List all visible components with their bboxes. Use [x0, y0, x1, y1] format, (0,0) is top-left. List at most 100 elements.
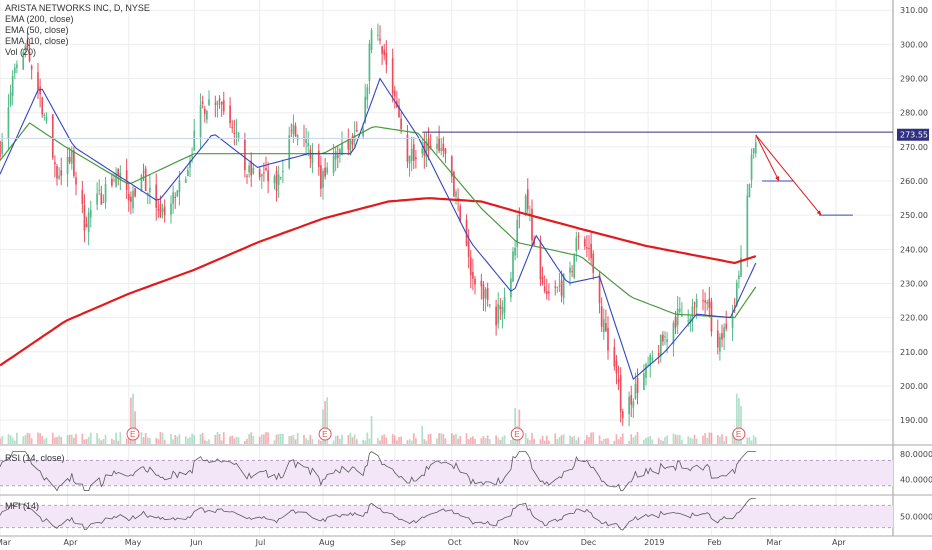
volume-bar	[746, 437, 749, 444]
candle-body	[201, 101, 204, 104]
candle-body	[752, 148, 755, 154]
candle-body	[178, 180, 181, 193]
candle-body	[288, 135, 291, 169]
volume-bar	[605, 438, 607, 444]
candle-body	[723, 327, 725, 338]
volume-bar	[339, 438, 341, 444]
volume-bar	[469, 437, 472, 444]
volume-bar	[66, 435, 69, 444]
volume-bar	[364, 440, 367, 444]
volume-bar	[657, 437, 660, 444]
volume-bar	[524, 432, 527, 444]
candle-body	[203, 108, 206, 114]
candle-body	[702, 300, 704, 302]
x-tick-label: Apr	[832, 538, 847, 547]
rsi-label[interactable]: RSI (14, close)	[5, 453, 65, 463]
candle-body	[83, 205, 86, 231]
candle-body	[400, 118, 402, 129]
candle-body	[170, 203, 172, 215]
volume-bar	[459, 435, 462, 444]
candle-body	[263, 172, 265, 174]
mfi-tick-label: 50.0000	[900, 513, 932, 522]
candle-body	[381, 46, 383, 54]
candle-body	[66, 156, 69, 174]
candle-body	[127, 193, 130, 201]
candle-body	[495, 306, 497, 326]
candle-body	[349, 140, 352, 156]
candle-body	[275, 170, 278, 192]
candle-body	[398, 105, 400, 118]
volume-bar	[130, 397, 132, 444]
volume-bar	[495, 435, 497, 444]
candle-body	[510, 278, 512, 298]
candle-body	[39, 86, 41, 95]
candle-body	[531, 208, 533, 241]
candle-body	[588, 247, 590, 250]
volume-bar	[704, 433, 706, 444]
mfi-label[interactable]: MFI (14)	[5, 501, 40, 511]
candle-body	[294, 125, 297, 137]
candle-body	[45, 116, 48, 122]
candle-body	[472, 271, 474, 279]
volume-bar	[54, 437, 56, 444]
volume-bar	[45, 437, 48, 444]
y-tick-label: 260.00	[900, 177, 928, 186]
volume-bar	[689, 437, 692, 444]
candles	[0, 23, 757, 427]
volume-bar	[294, 439, 297, 444]
volume-bar	[583, 440, 586, 444]
candle-body	[96, 193, 98, 205]
candle-body	[480, 280, 483, 287]
volume-bar	[282, 433, 284, 444]
candle-body	[161, 208, 164, 212]
earnings-marker-circle	[510, 427, 524, 441]
candle-body	[1, 142, 3, 154]
candle-body	[630, 395, 633, 405]
volume-bar	[233, 438, 236, 444]
candle-body	[469, 257, 472, 276]
candle-body	[58, 175, 60, 179]
volume-bar	[577, 437, 580, 444]
candle-body	[543, 286, 546, 292]
chart-title: ARISTA NETWORKS INC, D, NYSE	[5, 3, 150, 13]
legend-ema200[interactable]: EMA (200, close)	[5, 14, 74, 24]
candle-body	[575, 237, 578, 252]
volume-bar	[607, 438, 609, 444]
candle-body	[716, 330, 719, 348]
candle-body	[721, 333, 723, 340]
volume-bar	[324, 401, 326, 444]
candle-body	[408, 155, 411, 164]
candle-body	[619, 375, 622, 412]
volume-bar	[244, 440, 246, 444]
candle-body	[176, 190, 179, 197]
legend-volume[interactable]: Vol (20)	[5, 47, 37, 57]
volume-bar	[322, 409, 324, 444]
last-price-label: 273.55	[900, 131, 928, 140]
x-tick-label: Mar	[0, 538, 12, 547]
candle-body	[615, 360, 618, 374]
legend-ema10[interactable]: EMA (10, close)	[5, 36, 69, 46]
volume-bar	[149, 437, 151, 444]
volume-bar	[83, 439, 86, 444]
volume-bar	[590, 432, 592, 444]
candle-body	[548, 291, 550, 294]
candle-body	[693, 302, 696, 304]
candle-body	[220, 101, 223, 105]
volume-bar	[250, 432, 253, 444]
candle-body	[115, 174, 117, 187]
volume-bar	[349, 432, 352, 444]
volume-bar	[377, 438, 379, 444]
volume-bar	[754, 437, 757, 444]
candle-body	[11, 75, 14, 96]
grid	[0, 0, 893, 535]
volume-bar	[161, 432, 164, 444]
y-tick-label: 220.00	[900, 314, 928, 323]
volume-bar	[588, 437, 590, 444]
candle-body	[377, 34, 379, 36]
legend-ema50[interactable]: EMA (50, close)	[5, 25, 69, 35]
volume-bar	[277, 433, 280, 444]
candle-body	[738, 275, 740, 280]
candle-body	[26, 40, 29, 50]
volume-bar	[408, 439, 411, 444]
